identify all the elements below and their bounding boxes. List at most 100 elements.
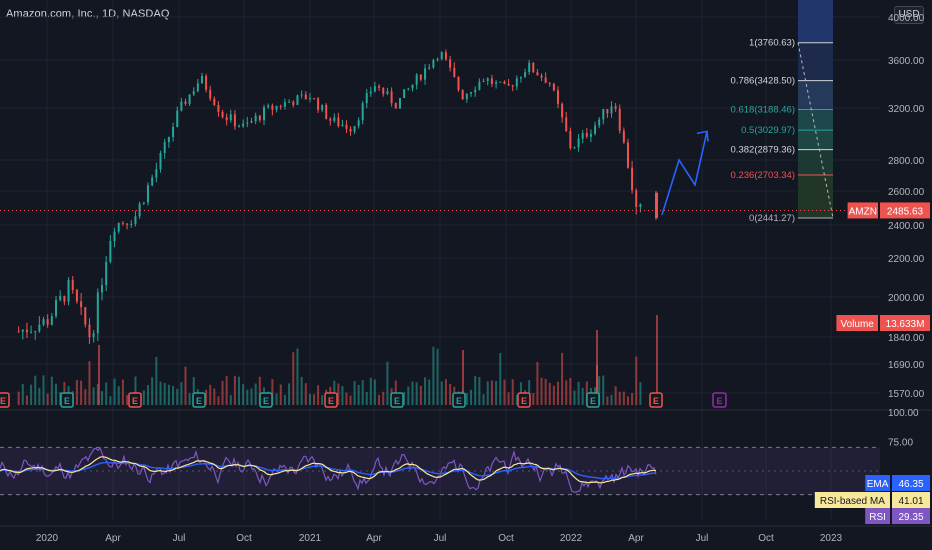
candle-body [163,142,166,154]
candle-body [71,279,74,290]
ema-value: 46.35 [898,479,923,490]
volume-bar [337,383,340,405]
volume-bar [635,356,638,405]
candle-body [440,52,443,59]
last-price-name-bg [847,202,878,219]
candle-body [96,292,99,334]
volume-bar [88,361,91,405]
candle-body [457,76,460,91]
x-tick-label: 2021 [299,533,322,544]
earnings-marker [390,392,404,408]
volume-bar [499,352,502,405]
earnings-marker [60,392,74,408]
volume-bar [548,382,551,405]
candle-body [321,104,324,111]
candle-body [345,124,348,129]
currency-button[interactable]: USD [894,6,924,24]
volume-bar [92,387,95,405]
fib-zone [798,174,833,218]
volume-bar [229,395,232,405]
x-tick-label: Apr [366,533,382,544]
last-price-value-bg [880,202,930,219]
volume-bar [59,392,62,405]
volume-bar [411,381,414,405]
volume-bar [656,315,658,405]
candle-body [84,307,87,325]
candle-body [536,72,539,76]
ema-value-bg [892,475,930,491]
volume-bar [515,394,518,405]
candle-body [313,98,316,100]
candle-body [403,89,406,98]
candle-body [283,102,286,107]
price-candles [0,49,880,344]
volume-bar [142,390,145,405]
candle-body [453,67,456,77]
volume-bar [465,393,468,405]
candle-body [267,105,270,108]
candle-body [337,117,340,127]
candle-body [548,82,551,84]
candle-body [80,301,83,308]
candle-body [357,120,360,126]
y-tick-label: 2800.00 [888,156,925,167]
volume-bar [192,377,195,405]
candle-body [221,111,224,118]
candle-body [176,110,179,127]
volume-bar [304,383,307,405]
candle-body [349,128,352,132]
fib-level-label: 0(2441.27) [749,213,795,224]
volume-bar [596,365,598,405]
volume-bar [146,385,149,405]
candle-body [242,123,245,127]
volume-bar [540,377,543,405]
earnings-marker [192,392,206,408]
rsi-value: 29.35 [898,512,923,523]
volume-bar [109,396,112,405]
candle-body [329,118,332,121]
candle-body [470,92,473,94]
volume-bar [478,376,481,405]
candle-body [288,101,291,103]
x-tick-label: Jul [696,533,709,544]
candle-body [606,109,609,114]
volume-bar [440,381,443,405]
volume-bar [561,352,564,405]
price-labels: AMZN 2485.63 Volume 13.633M EMA 46.35 RSI-base… [814,202,930,524]
volume-bar [407,386,410,405]
candle-body [486,78,489,82]
fib-level-label: 0.236(2703.34) [731,170,795,181]
candle-body [258,115,261,121]
ema-name-bg [865,475,890,491]
x-tick-label: Oct [758,533,774,544]
candle-body [432,59,435,68]
volume-bar [30,384,33,405]
candle-body [296,95,299,106]
volume-bar [495,381,498,405]
rsi-name: RSI [869,512,886,523]
volume-bar [503,379,506,405]
candle-body [411,84,414,89]
earnings-marker-label: E [716,396,722,406]
volume-bar [213,388,216,405]
candle-body [581,132,584,139]
candle-body [233,114,236,127]
fib-zone [798,0,833,43]
volume-bar [121,379,124,405]
volume-bar [105,382,108,405]
volume-bar [275,393,278,405]
earnings-marker [452,392,466,408]
candle-body [419,74,422,80]
rsi-name-bg [865,508,890,524]
volume-bar [75,380,78,405]
candle-body [192,91,195,95]
volume-bar [622,391,625,405]
y-tick-label: 3600.00 [888,56,925,67]
candle-body [622,130,625,143]
volume-bar [242,384,245,405]
candle-body [561,103,564,118]
volume-bar [163,383,166,405]
earnings-marker [128,392,142,408]
volume-bar [296,348,299,405]
volume-bar [365,391,368,405]
